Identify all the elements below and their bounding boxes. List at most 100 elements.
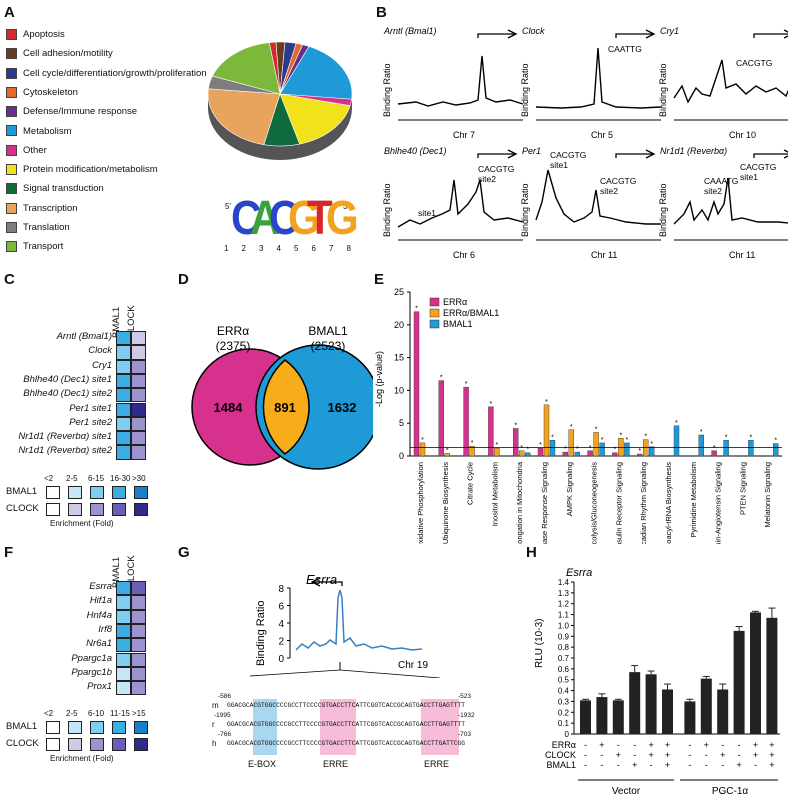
scale-swatch-clock: [134, 738, 148, 752]
venn-overlap-count: 891: [274, 400, 296, 415]
legend-swatch: [6, 106, 17, 118]
g-chromosome: Chr 19: [398, 660, 428, 671]
h-condition-sign: +: [736, 760, 741, 770]
seq-text: GGACGCACGTGGCCCCGCCTTCCCCGTGACCTTCATTCGG…: [227, 740, 466, 747]
heatmap-row-label: Ppargc1a: [71, 652, 112, 664]
track-chromosome: Chr 5: [591, 130, 613, 140]
e-category-label: Acute Phase Response Signaling: [540, 462, 549, 544]
legend-item: Other: [6, 143, 47, 159]
panel-label-a: A: [4, 4, 15, 21]
binding-track: Arntl (Bmal1) Binding Ratio Chr 7: [382, 26, 524, 140]
g-ytick: 6: [278, 602, 284, 613]
g-ytick: 0: [278, 654, 284, 665]
site-label: CAATTG: [608, 44, 642, 54]
heatmap-row-label: Nr1d1 (Reverbα) site1: [18, 431, 112, 443]
e-significance: *: [650, 441, 653, 448]
category-pie-chart: [207, 41, 353, 160]
pie-slice: [279, 46, 353, 100]
seq-text: GGACGCACGTGGCCCCGCCTTCCCCGTGACCTTCATTCGG…: [227, 721, 466, 728]
heatmap-cell-clock: [131, 681, 146, 696]
site-label: CAAATG: [704, 176, 738, 186]
h-condition-sign: -: [600, 760, 603, 770]
g-ytick: 8: [278, 584, 284, 595]
h-condition-sign: +: [720, 750, 725, 760]
tss-arrow-icon: [477, 29, 518, 39]
motif-position: 1: [224, 244, 229, 253]
motif-position: 7: [329, 244, 334, 253]
scale-row-label: CLOCK: [6, 738, 39, 750]
motif-position: 3: [259, 244, 264, 253]
h-bar: [700, 678, 712, 734]
scale-swatch-bmal1: [112, 721, 126, 735]
heatmap-cell-clock: [131, 638, 146, 653]
e-significance: *: [496, 442, 499, 449]
binding-trace: [535, 169, 661, 225]
seq-species: r: [212, 720, 215, 729]
e-bar: [711, 450, 717, 457]
heatmap-cell-bmal1: [116, 431, 131, 446]
g-ylabel: Binding Ratio: [255, 601, 267, 666]
e-significance: *: [601, 437, 604, 444]
motif-position: 6: [311, 244, 316, 253]
h-group-label: Vector: [612, 786, 641, 797]
track-ylabel: Binding Ratio: [382, 63, 392, 117]
heatmap-cell-clock: [131, 388, 146, 403]
heatmap-cell-clock: [131, 595, 146, 610]
h-condition-sign: +: [648, 740, 653, 750]
e-significance: *: [545, 399, 548, 406]
e-significance: *: [614, 447, 617, 454]
e-category-label: Aminoacyl-tRNA Biosynthesis: [664, 462, 673, 544]
tss-arrow-icon: [615, 29, 656, 39]
heatmap-cell-clock: [131, 331, 146, 346]
scale-swatch-bmal1: [46, 721, 60, 735]
track-ylabel: Binding Ratio: [382, 183, 392, 237]
binding-track: Bhlhe40 (Dec1) Binding Ratio Chr 6 site1 CAC…: [382, 146, 524, 260]
heatmap-cell-clock: [131, 416, 146, 432]
heatmap-cell-clock: [131, 359, 146, 374]
heatmap-cell-bmal1: [116, 652, 131, 667]
site-label: site2: [600, 186, 618, 196]
track-ylabel: Binding Ratio: [520, 63, 530, 117]
e-significance: *: [564, 446, 567, 453]
e-category-label: Oxidative Phosphorylation: [416, 462, 425, 544]
e-category-label: Inositol Metabolism: [490, 462, 499, 526]
h-condition-sign: +: [769, 740, 774, 750]
h-condition-sign: +: [753, 740, 758, 750]
seq-start-pos: -586: [218, 693, 232, 700]
scale-xlabel: Enrichment (Fold): [50, 754, 114, 764]
h-bar: [662, 689, 673, 734]
legend-item: Transport: [6, 239, 63, 255]
h-ytick: 0.5: [558, 676, 570, 685]
heatmap-row-label: Prox1: [87, 681, 112, 693]
h-ytick: 0.7: [558, 654, 570, 663]
legend-item: Protein modification/metabolism: [6, 162, 158, 178]
motif-5prime: 5': [225, 202, 231, 211]
site-label: site1: [418, 208, 436, 218]
legend-swatch: [6, 202, 17, 214]
track-chromosome: Chr 11: [729, 250, 755, 260]
motif-letter: C: [269, 190, 300, 245]
heatmap-cell-bmal1: [116, 445, 131, 460]
heatmap-cell-bmal1: [116, 388, 131, 403]
e-category-label: Fatty Acid Elongation in Mitochondria: [515, 461, 524, 544]
panel-label-e: E: [374, 271, 385, 288]
e-bar: [537, 447, 544, 457]
heatmap-cell-clock: [131, 609, 146, 624]
heatmap-cell-clock: [131, 345, 146, 360]
motif-3prime: 3': [343, 202, 349, 211]
track-chromosome: Chr 6: [453, 250, 475, 260]
h-ytick: 1.3: [558, 589, 570, 598]
h-ytick: 0.9: [558, 632, 570, 641]
e-bar: [463, 386, 469, 457]
scale-swatch-clock: [68, 502, 82, 516]
e-significance: *: [774, 438, 777, 445]
e-ytick: 0: [399, 451, 404, 461]
scale-label: 2-5: [66, 709, 78, 719]
e-legend-swatch: [429, 308, 440, 318]
motif-position: 5: [294, 244, 299, 253]
track-ylabel: Binding Ratio: [658, 63, 668, 117]
h-bar: [684, 701, 696, 734]
ebox-highlight: [253, 699, 277, 755]
e-bar: [488, 406, 494, 457]
